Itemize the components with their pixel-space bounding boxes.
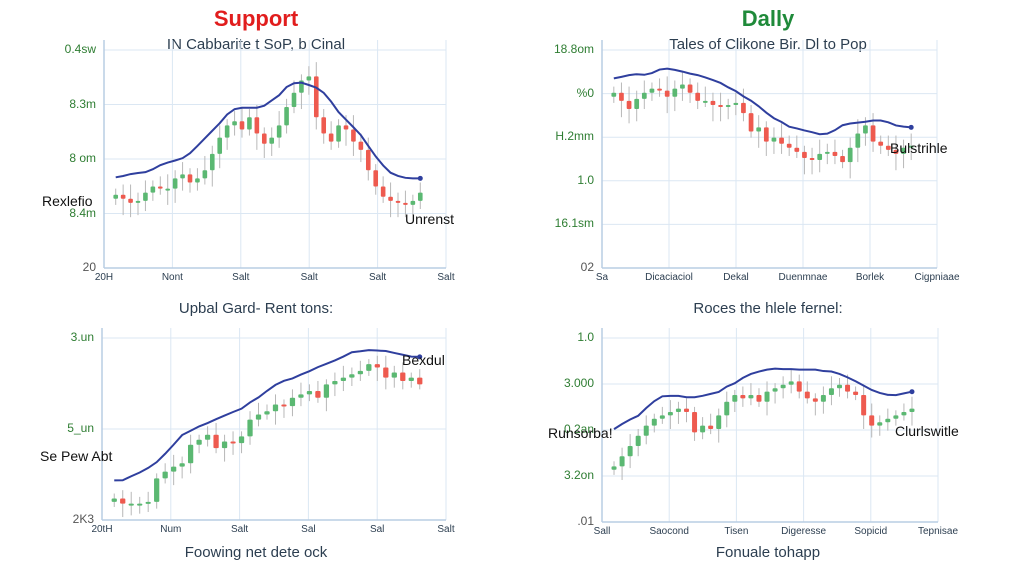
x-tick-label: Cigpniaae	[914, 272, 960, 283]
candlestick-plot	[101, 328, 447, 521]
y-tick-label: 3.000	[563, 376, 594, 390]
chart-panel-top-left: Support IN Cabbarite t SoP, b Cinal 0.4sw 8…	[0, 0, 512, 288]
x-tick-label: Digeresse	[781, 526, 827, 537]
chart-annotation: Runsorba!	[548, 425, 613, 441]
x-tick-label: Sa	[595, 272, 609, 283]
y-tick-label: 3.2on	[563, 468, 594, 482]
x-tick-label: Nont	[161, 272, 183, 283]
x-tick-label: Sopicid	[854, 526, 888, 537]
trend-line	[613, 367, 913, 430]
x-tick-label: Salt	[437, 272, 455, 283]
x-axis-label: Fonuale tohapp	[715, 544, 821, 561]
x-tick-label: Num	[160, 524, 182, 535]
x-tick-label: Sal	[301, 524, 316, 535]
chart-annotation: Bexdul	[402, 352, 445, 368]
y-tick-label: 2K3	[72, 512, 94, 526]
candlestick-plot	[103, 40, 447, 269]
trend-line	[114, 349, 420, 482]
chart-title: Tales of Clikone Bir. Dl to Pop	[669, 36, 867, 53]
x-axis-label: Foowing net dete ock	[184, 544, 328, 561]
x-tick-label: Salt	[368, 272, 387, 283]
x-tick-label: Dekal	[723, 272, 749, 283]
y-tick-label: 02	[580, 260, 594, 274]
chart-annotation: Clurlswitle	[895, 423, 959, 439]
y-tick-label: 0.2an	[563, 422, 594, 436]
y-tick-label: %0	[576, 85, 594, 100]
x-tick-label: Duenmnae	[778, 272, 828, 283]
y-tick-label: 16.1sm	[554, 216, 594, 231]
chart-title: IN Cabbarite t SoP, b Cinal	[166, 36, 346, 53]
candlestick-plot	[601, 328, 939, 523]
trend-line	[613, 67, 912, 136]
x-tick-label: Dicaciaciol	[645, 272, 693, 283]
y-tick-label: 20	[82, 260, 96, 274]
y-tick-label: H.2mm	[555, 129, 594, 144]
x-tick-label: Salt	[232, 272, 250, 283]
x-tick-label: Saocond	[649, 526, 689, 537]
x-tick-label: Sall	[593, 526, 611, 537]
x-tick-label: 20H	[94, 272, 114, 283]
chart-panel-bottom-right: Roces the hlele fernel: Fonuale tohapp 1.0…	[512, 288, 1024, 576]
y-tick-label: 5_un	[67, 421, 94, 435]
chart-annotation: Unrenst	[405, 211, 455, 227]
y-tick-label: 1.0	[577, 330, 594, 344]
x-tick-label: Salt	[300, 272, 318, 283]
chart-panel-bottom-left: Upbal Gard- Rent tons: Foowing net dete o…	[0, 288, 512, 576]
candlestick-plot	[601, 40, 938, 269]
x-tick-label: 20tH	[91, 524, 113, 535]
x-tick-label: Tepnisae	[917, 526, 959, 537]
y-tick-label: 8 om	[69, 151, 96, 165]
x-tick-label: Salt	[437, 524, 455, 535]
chart-header: Support	[213, 6, 299, 31]
y-tick-label: 1.0	[577, 172, 594, 187]
x-tick-label: Sal	[369, 524, 385, 535]
chart-annotation: Se Pew Abt	[40, 448, 113, 464]
chart-annotation: Rexlefio	[42, 193, 93, 209]
chart-panel-top-right: Dally Tales of Clikone Bir. Dl to Pop 18.8…	[512, 0, 1024, 288]
y-tick-label: 8.4m	[69, 205, 96, 220]
chart-title: Roces the hlele fernel:	[693, 300, 843, 317]
y-tick-label: .01	[577, 514, 594, 528]
x-tick-label: Borlek	[855, 272, 885, 283]
trend-line	[115, 81, 421, 180]
chart-header: Dally	[741, 6, 795, 31]
y-tick-label: 3.un	[70, 330, 94, 344]
x-tick-label: Salt	[230, 524, 249, 535]
y-tick-label: 18.8om	[553, 42, 594, 56]
chart-title: Upbal Gard- Rent tons:	[178, 300, 334, 317]
y-tick-label: 0.4sw	[64, 42, 96, 56]
y-tick-label: 8.3m	[69, 96, 96, 111]
x-tick-label: Tisen	[724, 526, 749, 537]
chart-annotation: Bulstrihle	[890, 140, 948, 156]
